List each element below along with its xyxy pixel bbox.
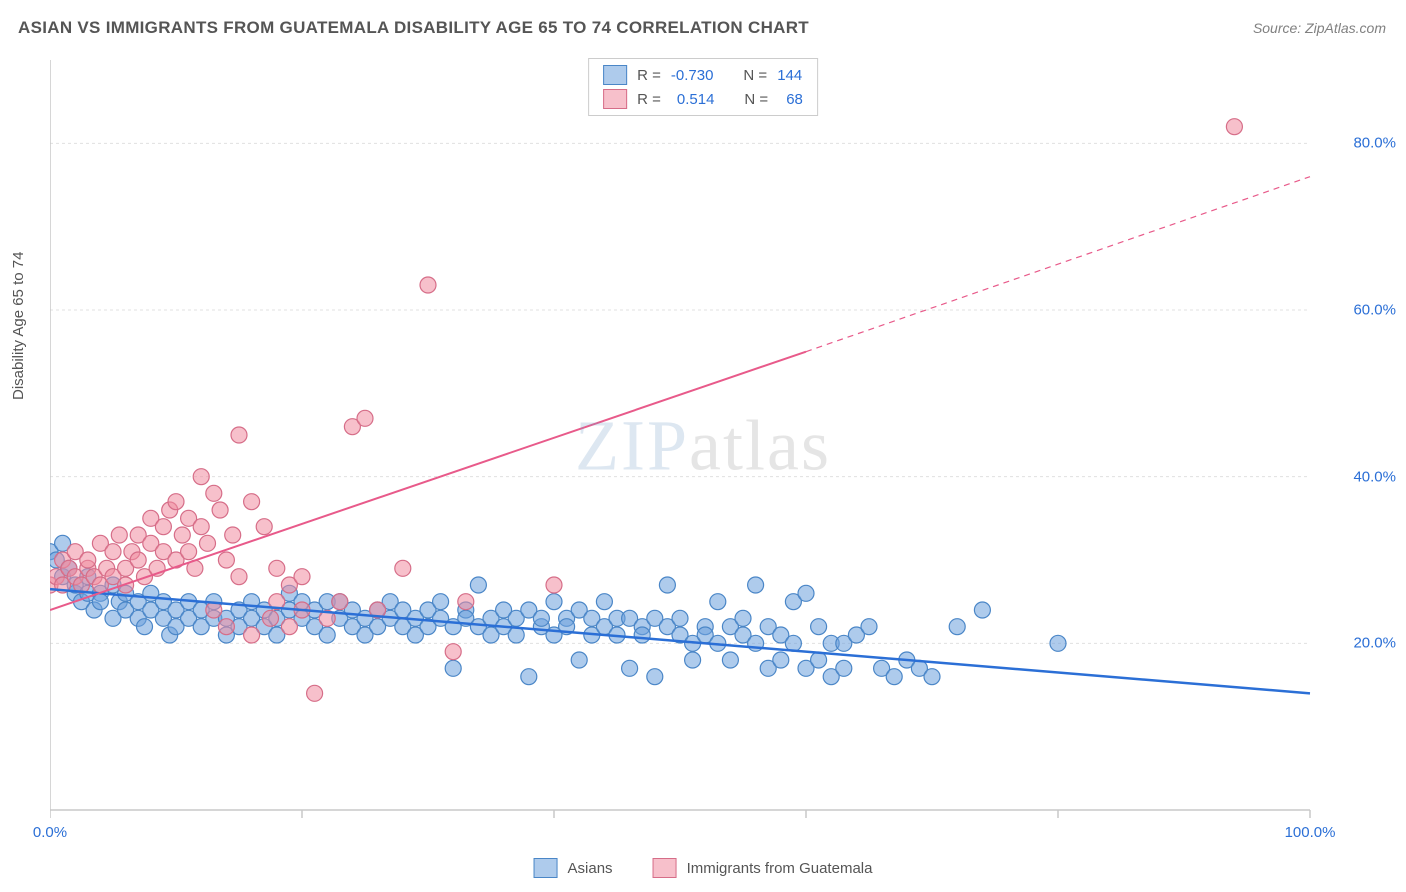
x-tick-label: 100.0%	[1285, 824, 1336, 841]
n-label: N =	[744, 91, 768, 108]
swatch-guatemala-icon	[653, 858, 677, 878]
n-value-asians: 144	[777, 67, 802, 84]
x-tick-label: 0.0%	[33, 824, 67, 841]
n-value-guatemala: 68	[778, 91, 803, 108]
r-label: R =	[637, 67, 661, 84]
r-value-guatemala: 0.514	[671, 91, 715, 108]
legend-row-asians: R = -0.730 N = 144	[603, 65, 803, 85]
r-label: R =	[637, 91, 661, 108]
legend-item-guatemala: Immigrants from Guatemala	[653, 858, 873, 878]
source-attribution: Source: ZipAtlas.com	[1253, 20, 1386, 36]
series-legend: Asians Immigrants from Guatemala	[534, 858, 873, 878]
legend-item-asians: Asians	[534, 858, 613, 878]
n-label: N =	[743, 67, 767, 84]
chart-title: ASIAN VS IMMIGRANTS FROM GUATEMALA DISAB…	[18, 18, 809, 38]
swatch-asians-icon	[534, 858, 558, 878]
legend-label-asians: Asians	[568, 860, 613, 877]
legend-label-guatemala: Immigrants from Guatemala	[687, 860, 873, 877]
legend-row-guatemala: R = 0.514 N = 68	[603, 89, 803, 109]
swatch-guatemala	[603, 89, 627, 109]
y-tick-label: 80.0%	[1353, 135, 1396, 152]
swatch-asians	[603, 65, 627, 85]
correlation-legend: R = -0.730 N = 144 R = 0.514 N = 68	[588, 58, 818, 116]
y-tick-label: 20.0%	[1353, 635, 1396, 652]
y-tick-label: 40.0%	[1353, 468, 1396, 485]
y-tick-label: 60.0%	[1353, 302, 1396, 319]
scatter-plot	[50, 50, 1340, 830]
y-axis-label: Disability Age 65 to 74	[10, 252, 27, 400]
r-value-asians: -0.730	[671, 67, 714, 84]
